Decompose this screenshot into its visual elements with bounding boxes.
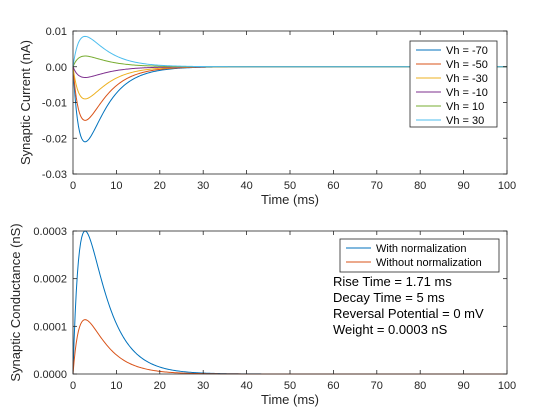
y-axis-label: Synaptic Conductance (nS) (8, 223, 23, 381)
x-tick-label: 90 (457, 380, 469, 392)
y-tick-label: 0.0001 (33, 321, 67, 333)
x-tick-label: 10 (110, 180, 122, 192)
y-tick-label: -0.01 (42, 98, 67, 110)
x-tick-label: 30 (197, 180, 209, 192)
x-tick-label: 10 (110, 380, 122, 392)
annotation-text: Reversal Potential = 0 mV (333, 306, 484, 321)
x-tick-label: 70 (371, 380, 383, 392)
x-tick-label: 70 (371, 180, 383, 192)
legend: With normalization Without normalization (339, 238, 500, 273)
x-tick-label: 60 (327, 180, 339, 192)
x-tick-label: 40 (240, 380, 252, 392)
x-tick-label: 20 (154, 180, 166, 192)
annotation-text: Weight = 0.0003 nS (333, 322, 448, 337)
x-tick-label: 80 (414, 180, 426, 192)
legend-entry: Vh = 30 (446, 115, 484, 127)
annotation-text: Decay Time = 5 ms (333, 290, 445, 305)
legend-entry: With normalization (376, 243, 466, 255)
bottom-axes-conductance: 0 10 20 30 40 50 60 70 80 90 100 0.0000 0.0001 0.0002… (8, 223, 516, 407)
x-tick-label: 50 (284, 180, 296, 192)
legend-entry: Vh = -30 (446, 73, 488, 85)
legend-box (339, 238, 500, 273)
y-tick-label: -0.02 (42, 133, 67, 145)
y-tick-label: 0.0000 (33, 369, 67, 381)
legend-entry: Vh = -50 (446, 59, 488, 71)
legend-entry: Without normalization (376, 257, 482, 269)
annotation-text: Rise Time = 1.71 ms (333, 274, 452, 289)
x-tick-label: 60 (327, 380, 339, 392)
x-tick-label: 20 (154, 380, 166, 392)
y-tick-label: 0.01 (46, 26, 67, 38)
top-axes-current: 0 10 20 30 40 50 60 70 80 90 100 -0.03 -0.02 -0.01 0.0… (18, 26, 516, 207)
x-tick-label: 0 (70, 180, 76, 192)
x-tick-label: 30 (197, 380, 209, 392)
y-tick-label: 0.0003 (33, 226, 67, 238)
x-tick-label: 90 (457, 180, 469, 192)
x-tick-label: 80 (414, 380, 426, 392)
x-axis-label: Time (ms) (261, 192, 319, 207)
legend-entry: Vh = -70 (446, 45, 488, 57)
legend-entry: Vh = -10 (446, 87, 488, 99)
x-tick-label: 0 (70, 380, 76, 392)
y-tick-label: 0.00 (46, 62, 67, 74)
x-tick-label: 100 (498, 180, 516, 192)
legend-box (409, 40, 498, 128)
x-tick-label: 40 (240, 180, 252, 192)
legend: Vh = -70 Vh = -50 Vh = -30 Vh = -10 Vh = 10 V… (409, 40, 498, 128)
y-tick-label: 0.0002 (33, 274, 67, 286)
x-tick-label: 50 (284, 380, 296, 392)
y-tick-label: -0.03 (42, 169, 67, 181)
x-tick-label: 100 (498, 380, 516, 392)
y-axis-label: Synaptic Current (nA) (18, 40, 33, 165)
x-axis-label: Time (ms) (261, 392, 319, 407)
legend-entry: Vh = 10 (446, 101, 484, 113)
